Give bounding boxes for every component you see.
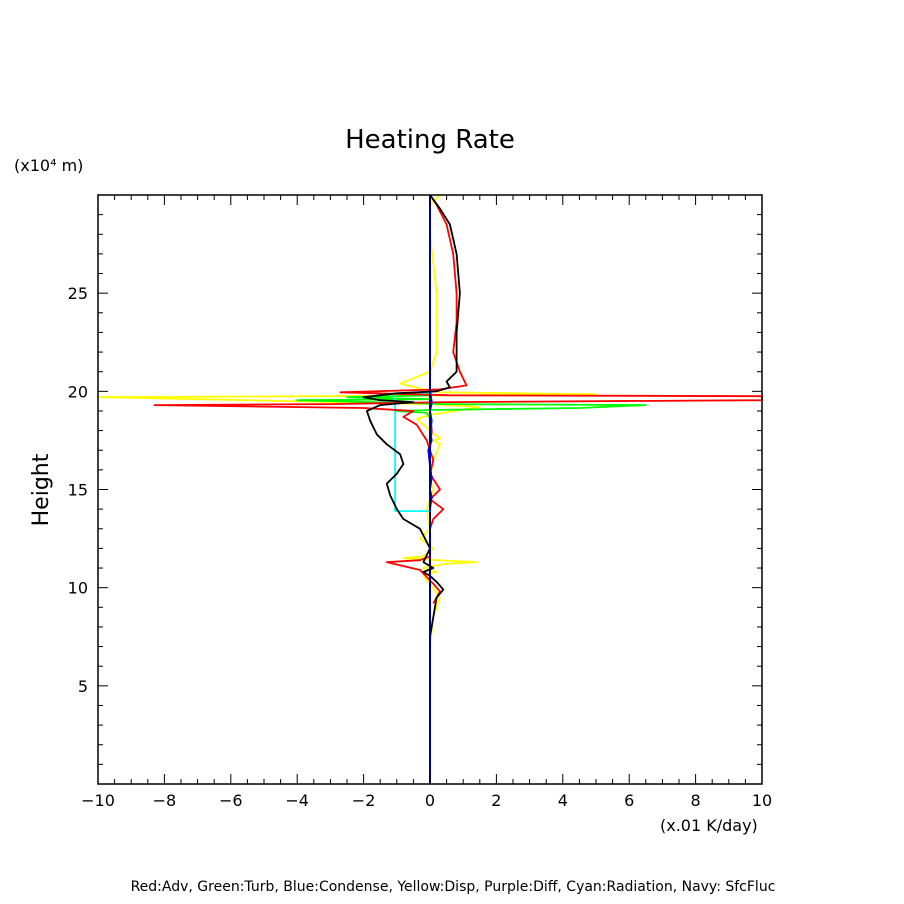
y-tick-label: 5	[78, 677, 88, 696]
series-line-disp	[97, 194, 597, 647]
y-axis-unit: (x10⁴ m)	[14, 156, 83, 175]
y-tick-label: 25	[68, 284, 88, 303]
y-tick-label: 15	[68, 481, 88, 500]
x-tick-label: −4	[285, 791, 309, 810]
chart-title: Heating Rate	[345, 125, 515, 155]
legend-caption: Red:Adv, Green:Turb, Blue:Condense, Yell…	[131, 879, 776, 895]
x-tick-label: 6	[624, 791, 634, 810]
x-tick-label: 2	[491, 791, 501, 810]
x-tick-label: 0	[425, 791, 435, 810]
y-tick-label: 20	[68, 382, 88, 401]
x-tick-label: 10	[752, 791, 772, 810]
x-tick-label: 8	[691, 791, 701, 810]
x-axis-label: (x.01 K/day)	[660, 816, 758, 835]
x-tick-label: −10	[81, 791, 115, 810]
x-tick-label: 4	[558, 791, 568, 810]
series-line-unlabeled-black	[362, 194, 461, 637]
series-line-adv	[153, 194, 763, 604]
x-tick-label: −2	[352, 791, 376, 810]
series-layer	[97, 194, 763, 784]
x-tick-label: −6	[219, 791, 243, 810]
ticks-layer: −10 −8 −6 −4 −2 0 2 4 6 8 10 5 10 15 20 25	[68, 195, 772, 810]
series-line-turb	[296, 195, 647, 441]
y-tick-label: 10	[68, 579, 88, 598]
plot-frame	[97, 194, 763, 785]
y-axis-label: Height	[29, 453, 54, 526]
x-tick-label: −8	[153, 791, 177, 810]
